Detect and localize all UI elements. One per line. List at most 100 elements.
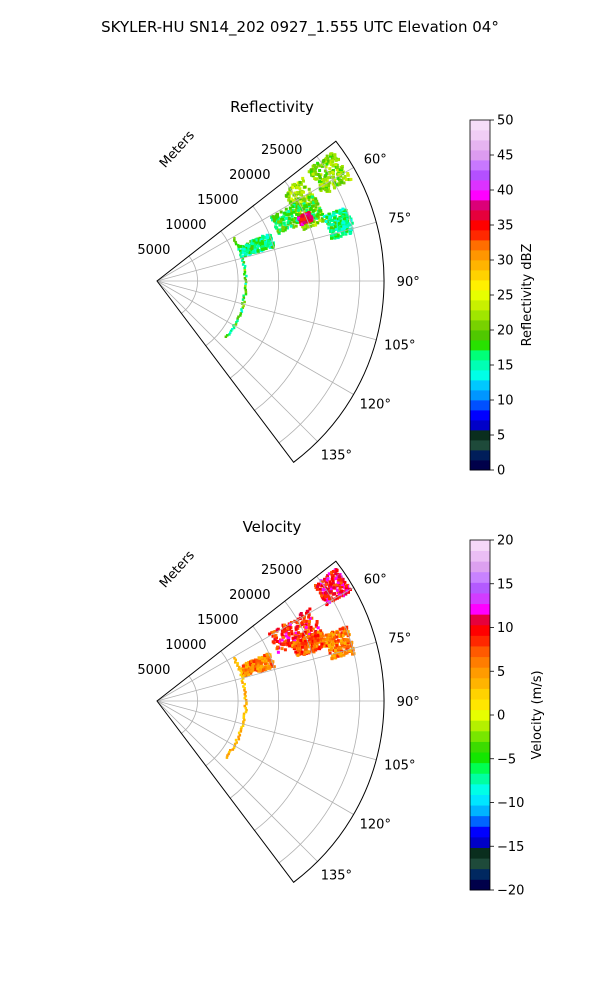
colorbar-tick-label: 35 <box>497 219 514 234</box>
colorbar-tick-label: 0 <box>497 709 505 724</box>
colorbar-segment <box>470 540 490 552</box>
colorbar-tick-label: 50 <box>497 114 514 129</box>
polar-frame <box>156 140 385 463</box>
colorbar-tick-label: 20 <box>497 534 514 549</box>
grid-ring-10000 <box>205 230 239 347</box>
colorbar-tick-label: −10 <box>497 796 524 811</box>
echo-layer <box>224 152 354 338</box>
velocity-colorbar-label: Velocity (m/s) <box>530 670 545 759</box>
colorbar-segment <box>470 190 490 201</box>
colorbar-segment <box>470 200 490 211</box>
colorbar-segment <box>470 360 490 371</box>
echo-region-2 <box>291 629 329 657</box>
angle-tick-label: 90° <box>397 695 420 710</box>
colorbar-segment <box>470 120 490 131</box>
polar-frame <box>156 560 385 883</box>
grid-ring-5000 <box>181 675 198 734</box>
colorbar-segment <box>470 624 490 636</box>
colorbar-segment <box>470 210 490 221</box>
echo-region-1 <box>307 152 353 193</box>
radial-tick-label: 20000 <box>229 588 270 603</box>
radial-tick-label: 10000 <box>165 218 206 233</box>
colorbar-segment <box>470 656 490 668</box>
echo-region-3 <box>240 652 276 678</box>
velocity-panel: Velocity 5000 10000 15000 20000 25000 60° 75° 9… <box>137 518 545 899</box>
colorbar-segment <box>470 170 490 181</box>
colorbar-segment <box>470 260 490 271</box>
grid-ring-20000 <box>254 180 320 411</box>
angle-tick-label: 105° <box>384 339 415 354</box>
colorbar-segment <box>470 805 490 817</box>
colorbar-segment <box>470 836 490 848</box>
reflectivity-colorbar-label: Reflectivity dBZ <box>520 244 535 347</box>
angle-tick-label: 135° <box>321 448 352 463</box>
colorbar-segment <box>470 410 490 421</box>
colorbar-segment <box>470 826 490 838</box>
polar-grid <box>156 575 384 864</box>
colorbar-tick-label: 45 <box>497 149 514 164</box>
grid-spoke-75 <box>156 221 377 282</box>
reflectivity-radial-axis-label: Meters <box>157 128 198 171</box>
velocity-polar-plot: 5000 10000 15000 20000 25000 60° 75° 90° 105° 120… <box>137 560 420 883</box>
colorbar-tick-label: 5 <box>497 429 505 444</box>
colorbar-segment <box>470 440 490 451</box>
colorbar-segment <box>470 762 490 774</box>
colorbar-tick-label: 0 <box>497 464 505 479</box>
grid-ring-20000 <box>254 600 320 831</box>
colorbar-tick-label: −5 <box>497 752 516 767</box>
grid-spoke-60 <box>156 587 354 702</box>
grid-ring-25000 <box>278 575 361 864</box>
colorbar-tick-label: 15 <box>497 359 514 374</box>
colorbar-segment <box>470 280 490 291</box>
colorbar-segment <box>470 340 490 351</box>
reflectivity-polar-plot: 5000 10000 15000 20000 25000 60° 75° 90° 105° 120… <box>137 140 420 463</box>
colorbar-tick-label: 15 <box>497 577 514 592</box>
clutter-ring <box>224 237 248 338</box>
angle-tick-label: 75° <box>388 212 411 227</box>
colorbar-tick-label: 10 <box>497 394 514 409</box>
colorbar-segment <box>470 400 490 411</box>
radial-tick-label: 15000 <box>197 193 238 208</box>
velocity-title: Velocity <box>243 518 302 536</box>
colorbar-segment <box>470 773 490 785</box>
colorbar-segment <box>470 879 490 891</box>
colorbar-segment <box>470 561 490 573</box>
colorbar-segment <box>470 140 490 151</box>
reflectivity-colorbar: 0 5 10 15 20 25 30 35 40 45 50 <box>469 114 514 479</box>
colorbar-segment <box>470 330 490 341</box>
colorbar-segment <box>470 150 490 161</box>
colorbar-segment <box>470 350 490 361</box>
colorbar-segment <box>470 593 490 605</box>
colorbar-segment <box>470 847 490 859</box>
angle-tick-label: 105° <box>384 759 415 774</box>
colorbar-segment <box>470 270 490 281</box>
colorbar-tick-label: 20 <box>497 324 514 339</box>
angle-tick-label: 120° <box>360 398 391 413</box>
colorbar-segment <box>470 741 490 753</box>
colorbar-segment <box>470 582 490 594</box>
colorbar-tick-label: 30 <box>497 254 514 269</box>
angle-tick-label: 75° <box>388 632 411 647</box>
colorbar-tick-label: −20 <box>497 884 524 899</box>
grid-ring-5000 <box>181 255 198 314</box>
colorbar-segment <box>470 709 490 721</box>
angle-tick-label: 90° <box>397 275 420 290</box>
colorbar-tick-label: 5 <box>497 665 505 680</box>
colorbar-segment <box>470 614 490 626</box>
colorbar-tick-label: −15 <box>497 840 524 855</box>
grid-spoke-120 <box>156 280 354 395</box>
grid-spoke-120 <box>156 700 354 815</box>
colorbar-segment <box>470 430 490 441</box>
radial-tick-label: 20000 <box>229 168 270 183</box>
grid-ring-10000 <box>205 650 239 767</box>
colorbar-segment <box>470 130 490 141</box>
colorbar-segment <box>470 390 490 401</box>
colorbar-segment <box>470 180 490 191</box>
grid-spoke-135 <box>156 700 318 862</box>
figure-title: SKYLER-HU SN14_202 0927_1.555 UTC Elevat… <box>101 18 499 37</box>
colorbar-segment <box>470 220 490 231</box>
radial-tick-label: 25000 <box>261 563 302 578</box>
colorbar-segment <box>470 450 490 461</box>
echo-region-4 <box>322 207 354 240</box>
